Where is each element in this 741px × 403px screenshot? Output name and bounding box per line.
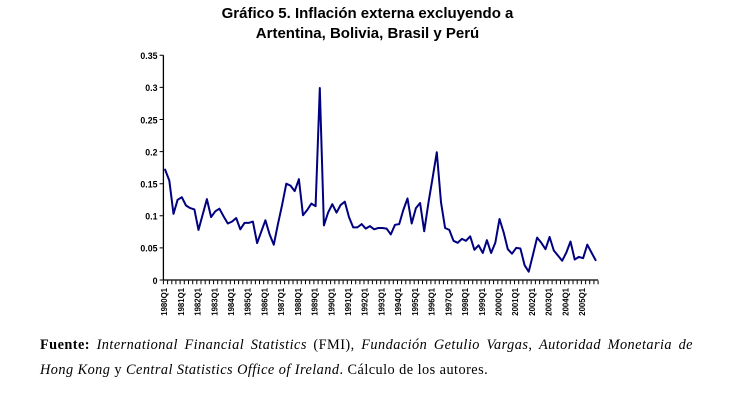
svg-text:2004Q1: 2004Q1 (561, 287, 570, 315)
svg-text:1980Q1: 1980Q1 (160, 287, 169, 315)
svg-text:1998Q1: 1998Q1 (461, 287, 470, 315)
svg-text:1985Q1: 1985Q1 (244, 287, 253, 315)
svg-text:2001Q1: 2001Q1 (511, 287, 520, 315)
svg-text:1999Q1: 1999Q1 (478, 287, 487, 315)
svg-text:1982Q1: 1982Q1 (194, 287, 203, 315)
svg-text:0.25: 0.25 (140, 115, 157, 125)
svg-text:1984Q1: 1984Q1 (227, 287, 236, 315)
svg-text:0.35: 0.35 (140, 51, 157, 61)
svg-text:1997Q1: 1997Q1 (444, 287, 453, 315)
svg-text:1988Q1: 1988Q1 (294, 287, 303, 315)
svg-text:1981Q1: 1981Q1 (177, 287, 186, 315)
svg-text:2003Q1: 2003Q1 (545, 287, 554, 315)
svg-text:0.3: 0.3 (145, 83, 157, 93)
svg-text:0.1: 0.1 (145, 212, 157, 222)
svg-text:1983Q1: 1983Q1 (210, 287, 219, 315)
svg-text:1990Q1: 1990Q1 (327, 287, 336, 315)
svg-text:2000Q1: 2000Q1 (495, 287, 504, 315)
svg-text:2002Q1: 2002Q1 (528, 287, 537, 315)
svg-text:1993Q1: 1993Q1 (377, 287, 386, 315)
svg-text:1996Q1: 1996Q1 (428, 287, 437, 315)
svg-text:2005Q1: 2005Q1 (578, 287, 587, 315)
svg-text:1991Q1: 1991Q1 (344, 287, 353, 315)
svg-text:0.05: 0.05 (140, 244, 157, 254)
svg-text:0.15: 0.15 (140, 180, 157, 190)
svg-text:1995Q1: 1995Q1 (411, 287, 420, 315)
svg-text:1994Q1: 1994Q1 (394, 287, 403, 315)
svg-text:0.2: 0.2 (145, 147, 157, 157)
svg-text:1989Q1: 1989Q1 (311, 287, 320, 315)
svg-text:1992Q1: 1992Q1 (361, 287, 370, 315)
svg-text:1987Q1: 1987Q1 (277, 287, 286, 315)
svg-text:1986Q1: 1986Q1 (260, 287, 269, 315)
svg-text:0: 0 (153, 276, 158, 286)
